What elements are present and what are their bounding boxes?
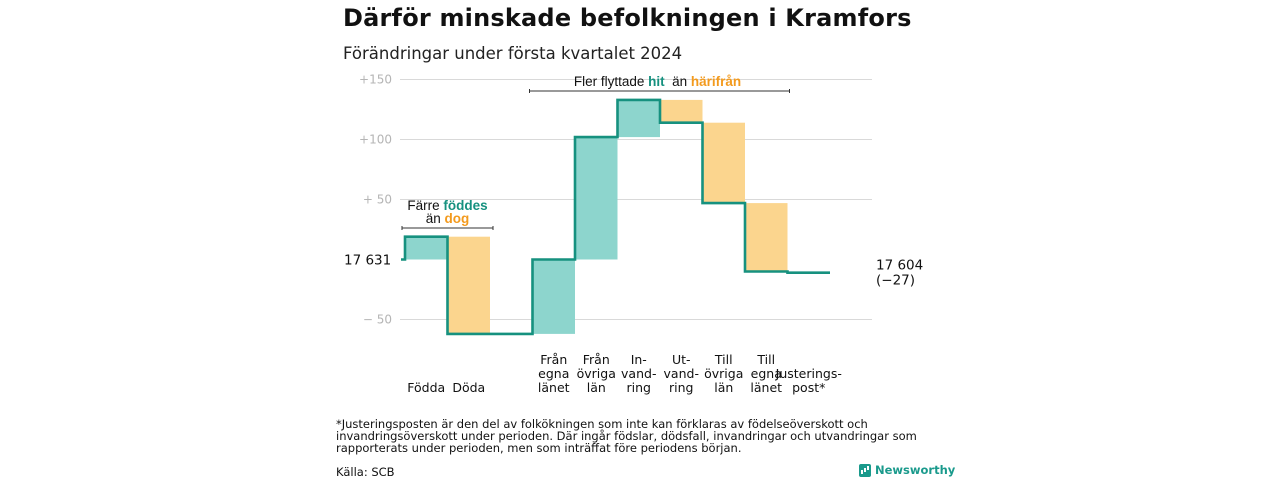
- waterfall-bar: [575, 137, 618, 260]
- newsworthy-icon: [859, 463, 871, 477]
- waterfall-bar: [405, 236, 448, 260]
- brand-logo: Newsworthy: [859, 463, 955, 477]
- category-label: egna: [538, 366, 569, 381]
- category-label: Döda: [452, 380, 485, 395]
- y-tick-label: +100: [359, 133, 392, 147]
- category-label: ring: [627, 380, 651, 395]
- y-tick-label: +150: [359, 73, 392, 87]
- category-label: vand-: [664, 366, 699, 381]
- category-label: post*: [792, 380, 825, 395]
- end-value-label: 17 604: [876, 258, 923, 274]
- category-label: In-: [631, 352, 647, 367]
- category-label: Från: [540, 352, 567, 367]
- waterfall-bar: [702, 122, 745, 204]
- category-label: Från: [583, 352, 610, 367]
- running-total-line: [401, 98, 830, 336]
- category-label: Födda: [407, 380, 445, 395]
- waterfall-bar: [447, 236, 490, 334]
- category-label: ring: [669, 380, 693, 395]
- category-label: län: [587, 380, 606, 395]
- chart-title: Därför minskade befolkningen i Kramfors: [343, 4, 912, 32]
- chart-subtitle: Förändringar under första kvartalet 2024: [343, 44, 683, 63]
- category-label: Till: [756, 352, 775, 367]
- end-change-label: (−27): [876, 273, 915, 289]
- category-label: Till: [714, 352, 733, 367]
- annotation-births-line2: än dog: [426, 211, 470, 226]
- category-label: länet: [750, 380, 782, 395]
- category-label: egna: [751, 366, 782, 381]
- category-label: länet: [538, 380, 570, 395]
- category-label: Ut-: [672, 352, 691, 367]
- annotation-births-line1: Färre föddes: [407, 198, 487, 213]
- category-label: Justerings-: [775, 366, 842, 381]
- waterfall-bar: [660, 99, 703, 123]
- annotation-migration: Fler flyttade hit än härifrån: [574, 74, 741, 89]
- start-value-label: 17 631: [344, 253, 391, 269]
- footnote: *Justeringsposten är den del av folkökni…: [336, 417, 917, 455]
- brand-name: Newsworthy: [875, 463, 956, 477]
- category-label: län: [714, 380, 733, 395]
- source-label: Källa: SCB: [336, 465, 395, 479]
- category-label: övriga: [577, 366, 616, 381]
- waterfall-bar: [532, 259, 575, 334]
- category-label: övriga: [704, 366, 743, 381]
- y-tick-label: − 50: [363, 313, 392, 327]
- y-tick-label: + 50: [363, 193, 392, 207]
- waterfall-bar: [617, 99, 660, 138]
- category-label: vand-: [621, 366, 656, 381]
- waterfall-bar: [745, 203, 788, 272]
